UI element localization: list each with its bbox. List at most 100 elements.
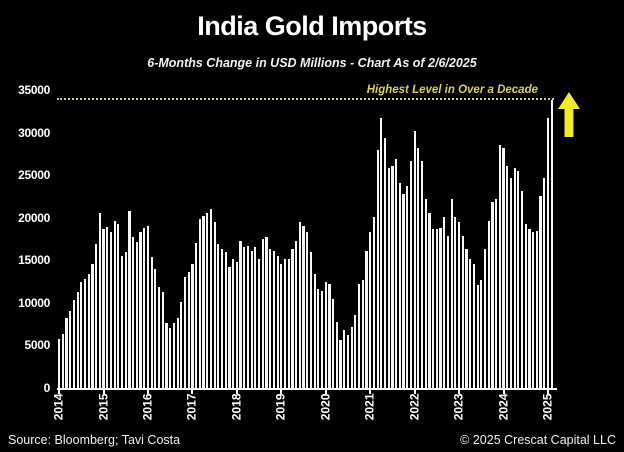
bar [246,245,250,388]
y-tick-label: 15000 [18,253,50,268]
bar [465,248,468,388]
bar [272,250,275,388]
bar [343,330,346,388]
bar [98,212,101,388]
bar [191,263,194,388]
x-tick-label: 2024 [496,393,510,421]
bar [250,250,253,388]
bar [539,196,542,388]
bar [276,255,279,388]
y-tick-label: 25000 [18,168,50,183]
bar [528,229,531,388]
bar [369,232,372,388]
bar [391,165,394,388]
bar [124,252,127,388]
bar [69,310,72,388]
x-tick-label: 2014 [51,393,66,421]
bar [461,235,464,388]
bar [239,240,242,388]
copyright-notice: © 2025 Crescat Capital LLC [460,433,616,447]
bar [335,321,338,388]
x-tick [147,390,149,394]
annotation-label: Highest Level in Over a Decade [366,84,538,96]
x-tick [458,390,461,394]
bar [413,131,416,388]
bar [383,138,387,388]
bar [58,338,61,388]
bar [472,263,475,388]
bar [365,250,368,388]
bar [135,242,138,388]
y-tick-label: 20000 [18,210,50,225]
bar [265,237,268,388]
bar [283,259,287,388]
bar [354,315,357,388]
bar [202,216,205,388]
bar [254,247,257,388]
bar [109,232,113,388]
bar [287,259,290,388]
bar [509,177,513,388]
up-arrow-icon [558,92,580,137]
bar [409,161,413,388]
source-credit: Source: Bloomberg; Tavi Costa [8,433,181,447]
bar [80,282,83,388]
x-tick-label: 2015 [96,393,110,421]
footer: Source: Bloomberg; Tavi Costa © 2025 Cre… [8,433,616,447]
x-tick [102,390,105,394]
y-axis: 0 5000 10000 15000 20000 25000 30000 35000 [0,83,51,395]
bar [424,199,427,388]
bar [132,237,135,388]
bar [376,149,379,388]
bar [180,302,183,388]
bar [128,210,131,388]
bar [228,267,231,388]
x-axis: 2014 2015 2016 2017 2018 2019 2020 2021 2022 2023… [52,390,557,434]
bar [439,227,442,388]
y-tick-label: 5000 [24,338,51,353]
bar [102,228,105,388]
y-tick-label: 35000 [18,83,50,97]
bar [458,222,461,388]
highest-level-threshold-line [57,98,554,100]
y-tick-label: 30000 [18,125,50,140]
bar [146,225,150,388]
bar [361,280,364,388]
bar [150,257,153,388]
bar [491,202,494,388]
up-arrow-shape [558,92,580,137]
bar [158,286,161,388]
x-tick-label: 2019 [273,393,288,421]
x-tick [235,390,238,394]
bar [280,263,283,388]
bar [535,230,538,388]
bar [432,229,435,388]
bar [387,167,390,388]
bar [395,159,398,388]
bar [258,259,261,388]
bar [520,190,524,388]
bar [306,232,309,388]
x-tick [58,390,61,394]
bar [220,249,224,388]
chart-subtitle: 6-Months Change in USD Millions - Chart … [147,56,477,70]
bar [183,277,187,388]
plot-area [57,90,557,390]
bar [213,222,216,388]
bar [165,323,168,388]
bar [72,300,75,388]
bar [524,224,527,388]
bar [83,278,87,388]
x-tick [324,390,327,394]
bar [483,248,487,388]
bar [317,288,320,388]
bar [506,166,509,388]
bar [91,263,94,388]
bar [380,118,383,388]
bar [298,222,301,388]
bar [187,272,190,388]
bar [76,291,79,388]
bar [113,221,116,388]
bar [398,182,401,388]
bar [495,199,498,388]
